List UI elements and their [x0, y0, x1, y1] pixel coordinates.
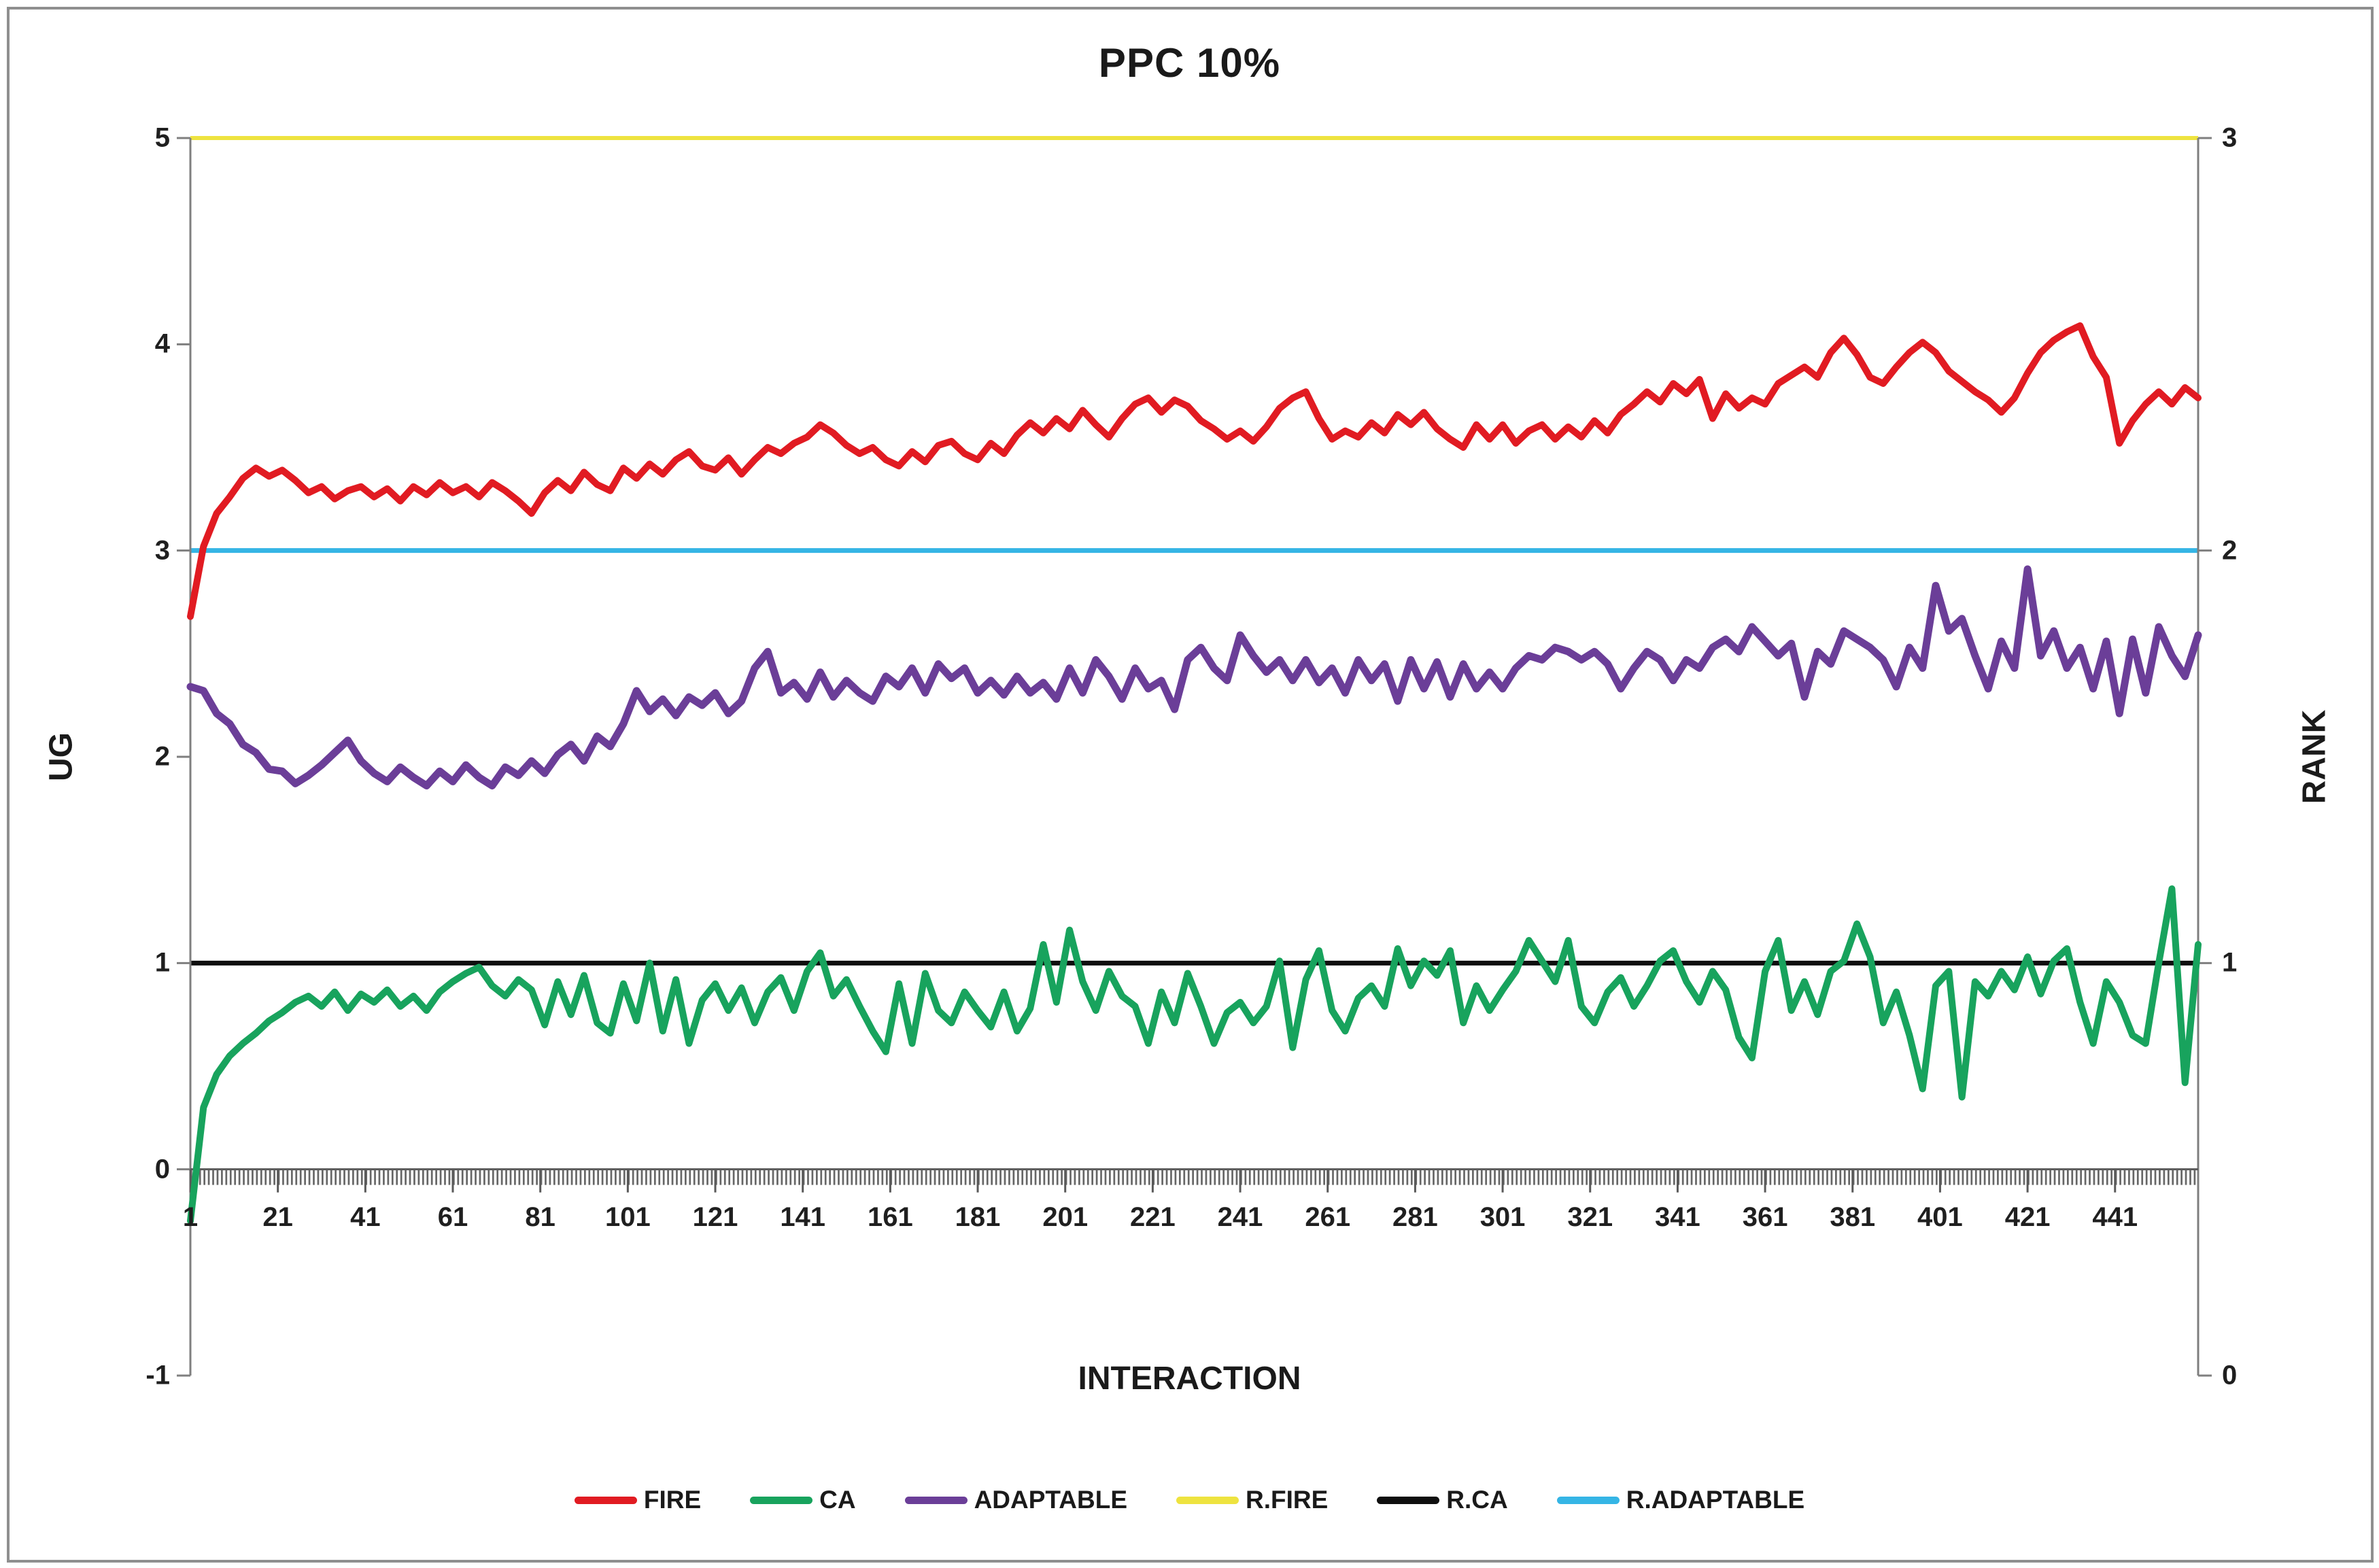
legend-label: CA: [819, 1486, 856, 1514]
y-tick-label-right: 2: [2222, 535, 2238, 566]
y-tick-label-right: 0: [2222, 1360, 2238, 1391]
legend-item-r.adaptable: R.ADAPTABLE: [1556, 1486, 1805, 1514]
legend-item-fire: FIRE: [574, 1486, 702, 1514]
legend-swatch-ca: [750, 1496, 813, 1504]
x-tick-label: 141: [780, 1202, 826, 1232]
legend-item-ca: CA: [750, 1486, 856, 1514]
x-tick-label: 61: [437, 1202, 468, 1232]
y-tick-label-left: -1: [146, 1360, 170, 1391]
x-tick-label: 301: [1479, 1202, 1526, 1232]
x-tick-label: 401: [1917, 1202, 1963, 1232]
legend-label: R.CA: [1446, 1486, 1508, 1514]
x-tick-label: 1: [182, 1202, 199, 1232]
x-tick-label: 161: [867, 1202, 913, 1232]
y-tick-label-right: 1: [2222, 947, 2238, 978]
legend-item-r.fire: R.FIRE: [1176, 1486, 1328, 1514]
x-tick-label: 281: [1392, 1202, 1438, 1232]
y-tick-label-left: 4: [154, 328, 170, 359]
legend-swatch-r.adaptable: [1556, 1496, 1620, 1504]
x-tick-label: 321: [1567, 1202, 1613, 1232]
x-tick-label: 101: [604, 1202, 651, 1232]
y-tick-label-left: 2: [154, 741, 170, 772]
x-tick-label: 341: [1655, 1202, 1700, 1232]
series-line-ca: [187, 885, 2202, 1225]
y-tick-label-left: 3: [154, 535, 170, 566]
x-tick-label: 21: [262, 1202, 293, 1232]
x-tick-label: 121: [692, 1202, 738, 1232]
legend-item-adaptable: ADAPTABLE: [904, 1486, 1127, 1514]
x-tick-label: 41: [350, 1202, 381, 1232]
x-tick-label: 421: [2004, 1202, 2051, 1232]
chart-title: PPC 10%: [1098, 40, 1281, 86]
x-tick-label: 201: [1042, 1202, 1089, 1232]
legend-swatch-r.fire: [1176, 1496, 1239, 1504]
y-tick-label-left: 0: [154, 1154, 170, 1184]
x-tick-label: 181: [955, 1202, 1001, 1232]
legend-label: R.ADAPTABLE: [1626, 1486, 1805, 1514]
legend-label: FIRE: [643, 1486, 702, 1514]
x-tick-label: 381: [1830, 1202, 1876, 1232]
chart-outer-frame: [7, 7, 2374, 1563]
y-tick-label-right: 3: [2222, 122, 2238, 153]
legend-item-r.ca: R.CA: [1377, 1486, 1508, 1514]
x-tick-label: 221: [1130, 1202, 1176, 1232]
x-tick-label: 81: [525, 1202, 555, 1232]
x-tick-label: 361: [1742, 1202, 1788, 1232]
x-tick-label: 241: [1217, 1202, 1263, 1232]
legend-swatch-fire: [574, 1496, 637, 1504]
y-tick-label-left: 5: [154, 122, 170, 153]
y-tick-label-left: 1: [154, 947, 170, 978]
x-tick-label: 261: [1305, 1202, 1351, 1232]
legend: FIRE CA ADAPTABLE R.FIRE R.CA R.ADAPTABLE: [0, 1486, 2379, 1514]
legend-label: ADAPTABLE: [974, 1486, 1127, 1514]
series-line-fire: [187, 322, 2202, 620]
legend-label: R.FIRE: [1246, 1486, 1329, 1514]
x-tick-label: 441: [2092, 1202, 2138, 1232]
legend-swatch-r.ca: [1377, 1496, 1440, 1504]
legend-swatch-adaptable: [904, 1496, 968, 1504]
series-line-adaptable: [186, 565, 2202, 789]
x-axis-title: INTERACTION: [1078, 1361, 1301, 1397]
